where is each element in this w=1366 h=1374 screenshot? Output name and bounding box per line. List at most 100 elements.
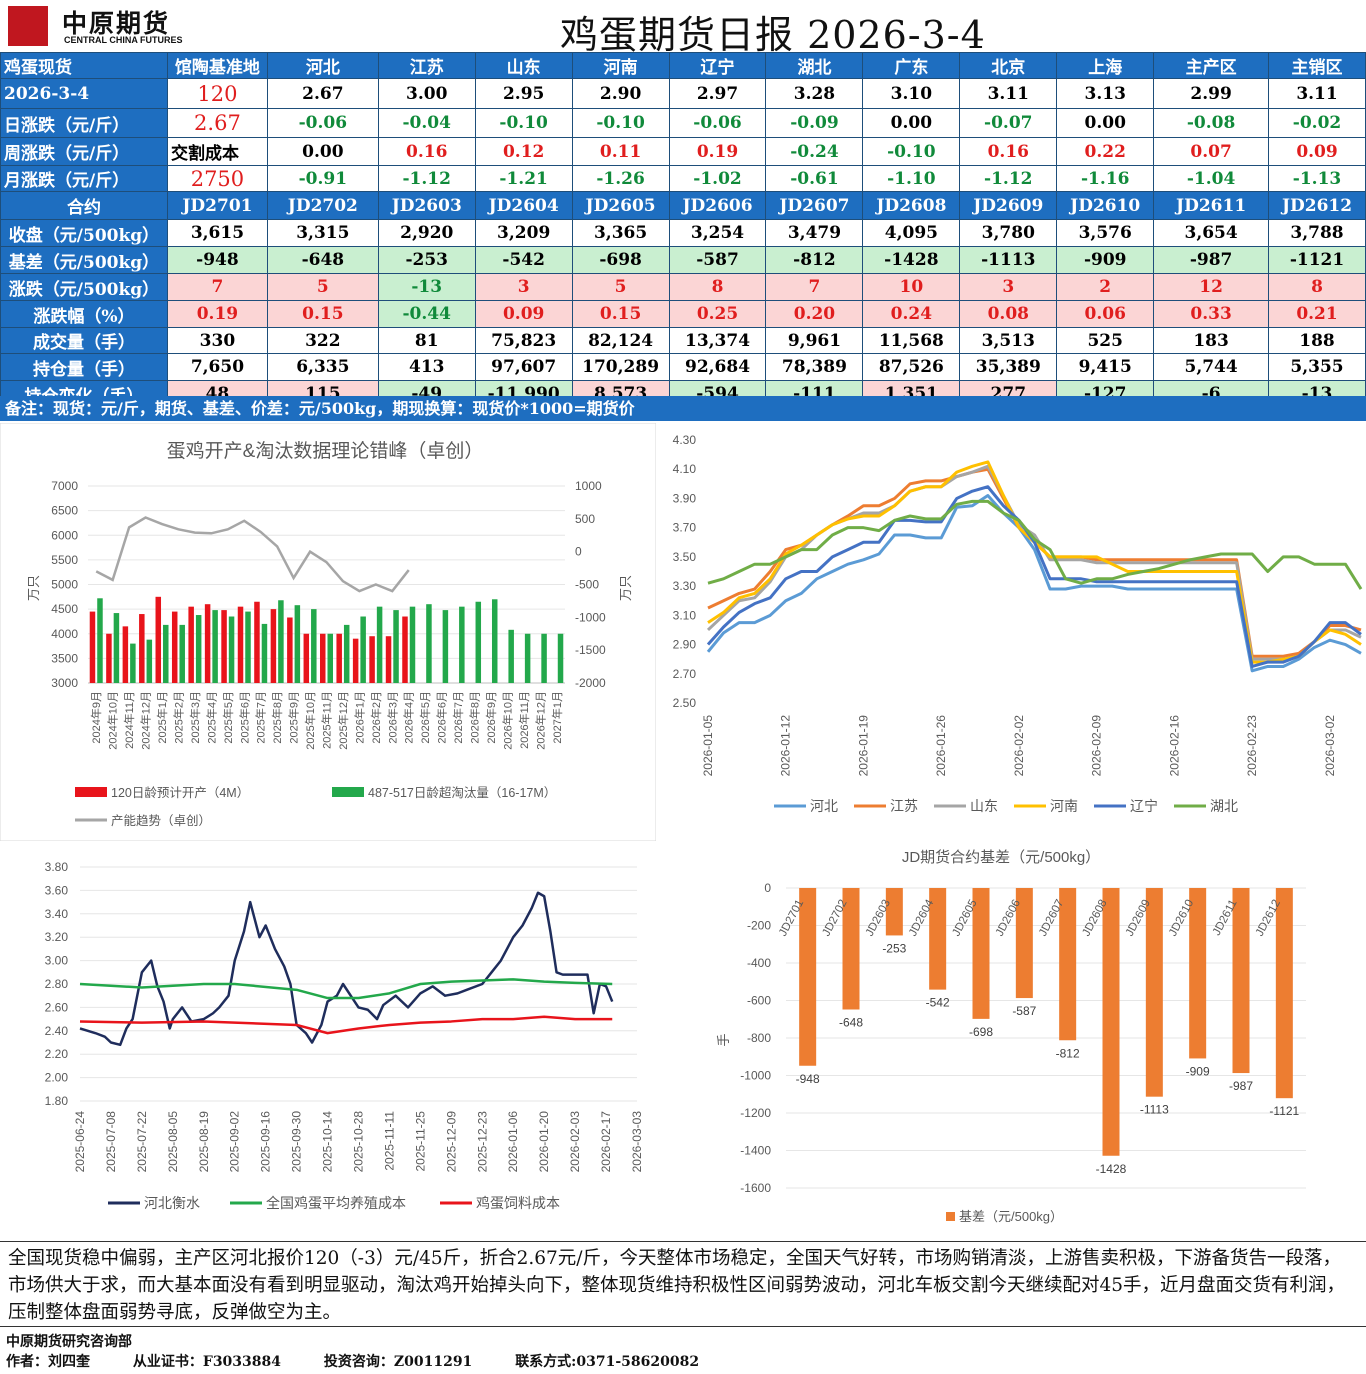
- table-cell: 3.13: [1056, 78, 1155, 109]
- footer-author: 作者：刘四奎: [6, 1354, 90, 1370]
- bar-cull: [228, 616, 235, 683]
- series-line-5: [707, 499, 1363, 590]
- legend-label-cull: 487-517日龄超淘汰量（16-17M）: [368, 785, 556, 800]
- footer-contact: 联系方式:0371-58620082: [515, 1354, 700, 1370]
- table-cell: -987: [1153, 246, 1270, 274]
- table-cell: 3,209: [474, 219, 573, 247]
- x-tick-label: 2026年2月: [369, 691, 383, 744]
- x-tick-label: 2026-01-05: [701, 715, 715, 777]
- footer: 中原期货研究咨询部 作者：刘四奎 从业证书：F3033884 投资咨询：Z001…: [0, 1328, 1366, 1374]
- table-cell: 330: [166, 327, 268, 354]
- bar-cull: [311, 609, 317, 683]
- table-cell: 6,335: [266, 353, 379, 381]
- table-row-close-row: 收盘（元/500kg） 3,615 3,315 2,920 3,209 3,365 3,25…: [0, 219, 1366, 247]
- bar-open: [352, 638, 359, 683]
- table-cell: -1.16: [1056, 165, 1155, 192]
- chart-title: JD期货合约基差（元/500kg）: [902, 849, 1100, 866]
- table-cell: -1121: [1268, 246, 1366, 274]
- y-tick-label: 3000: [51, 676, 78, 690]
- row-label: 合约: [0, 191, 168, 220]
- data-label: -948: [796, 1072, 820, 1086]
- table-cell: 3,615: [166, 219, 268, 247]
- hebei-cost-chart: 3.80 3.60 3.40 3.20 3.00 2.80 2.60 2.40 2.20 2.00…: [45, 860, 644, 1211]
- table-cell: 170,289: [571, 353, 670, 381]
- bar-cull: [163, 624, 169, 683]
- table-cell: 11,568: [862, 327, 961, 354]
- x-tick-label: 2026-02-23: [1245, 715, 1259, 777]
- table-cell: 0.21: [1268, 300, 1366, 328]
- row-label: 收盘（元/500kg）: [0, 219, 168, 247]
- y-tick-label: 2.70: [673, 667, 697, 681]
- bar-cull: [212, 610, 218, 683]
- y2-tick-label: -1500: [575, 643, 606, 657]
- table-cell: 0.19: [668, 137, 767, 166]
- row-label: 持仓量（手）: [0, 353, 168, 381]
- table-cell: 413: [377, 353, 476, 381]
- bar-cull: [327, 633, 333, 683]
- bar-cull: [491, 599, 498, 683]
- y-tick-label: 4000: [51, 627, 78, 641]
- y-tick-label: 3.00: [45, 954, 69, 968]
- table-row-spot-header: 鸡蛋现货 馆陶基准地 河北 江苏 山东 河南 辽宁 湖北 广东 北京 上海 主产区 主销区: [0, 52, 1366, 79]
- table-cell: -0.44: [377, 300, 476, 328]
- x-tick-label: 2026-02-03: [568, 1111, 582, 1173]
- basis-bar: [885, 888, 903, 936]
- x-tick-label: 2025-09-30: [290, 1111, 304, 1173]
- table-cell: 35,389: [959, 353, 1058, 381]
- bar-cull: [113, 613, 120, 683]
- table-cell: 3,513: [959, 327, 1058, 354]
- y-axis-label: 万只: [26, 575, 41, 601]
- table-cell: 广东: [862, 52, 961, 79]
- table-cell: 7: [765, 273, 864, 301]
- y-axis-label: 手: [716, 1033, 731, 1046]
- table-cell: -948: [166, 246, 268, 274]
- x-tick-label: 2026-02-09: [1090, 715, 1104, 777]
- table-cell: 交割成本: [166, 137, 268, 166]
- table-cell: 河北: [266, 52, 379, 79]
- table-cell: 主销区: [1268, 52, 1366, 79]
- table-note: 备注：现货：元/斤，期货、基差、价差：元/500kg，期现换算：现货价*1000…: [0, 396, 1366, 421]
- table-cell: 3,654: [1153, 219, 1270, 247]
- table-cell: -0.24: [765, 137, 864, 166]
- table-cell: 0.15: [266, 300, 379, 328]
- bar-open: [287, 617, 293, 683]
- table-cell: 0.24: [862, 300, 961, 328]
- data-label: -1428: [1096, 1162, 1127, 1176]
- table-cell: 0.16: [377, 137, 476, 166]
- chart-frame: [0, 423, 656, 841]
- table-cell: -1.04: [1153, 165, 1270, 192]
- y-tick-label: 1.80: [45, 1094, 69, 1108]
- row-label: 2026-3-4: [0, 78, 168, 109]
- bar-open: [204, 604, 211, 683]
- bar-open: [171, 611, 178, 683]
- data-label: -812: [1056, 1046, 1080, 1060]
- x-tick-label: 2026年10月: [500, 691, 514, 750]
- legend-label: 湖北: [1210, 798, 1238, 814]
- table-cell: 0.33: [1153, 300, 1270, 328]
- table-cell: 3.11: [959, 78, 1058, 109]
- bar-cull: [475, 601, 482, 683]
- table-cell: 3: [959, 273, 1058, 301]
- x-tick-label: 2026年12月: [533, 691, 547, 750]
- x-tick-label: 2025-09-02: [228, 1111, 242, 1173]
- data-label: -987: [1229, 1079, 1253, 1093]
- table-cell: 0.11: [571, 137, 670, 166]
- bar-cull: [557, 633, 564, 683]
- legend-label: 河北: [810, 798, 838, 814]
- table-cell: -1.13: [1268, 165, 1366, 192]
- table-cell: JD2702: [266, 191, 379, 220]
- table-cell: 馆陶基准地: [166, 52, 268, 79]
- bar-open: [402, 616, 408, 683]
- legend-label: 基差（元/500kg）: [959, 1209, 1063, 1224]
- table-cell: -0.06: [266, 108, 379, 138]
- table-cell: JD2605: [571, 191, 670, 220]
- table-cell: -253: [377, 246, 476, 274]
- y-tick-label: -400: [747, 956, 771, 970]
- bar-cull: [508, 629, 514, 683]
- x-tick-label: 2025-11-11: [382, 1111, 396, 1171]
- table-cell: 2.90: [571, 78, 670, 109]
- basis-bar: [1232, 888, 1250, 1074]
- y-tick-label: 0: [764, 881, 771, 895]
- table-cell: -0.61: [765, 165, 864, 192]
- x-tick-label: 2025年11月: [320, 691, 334, 749]
